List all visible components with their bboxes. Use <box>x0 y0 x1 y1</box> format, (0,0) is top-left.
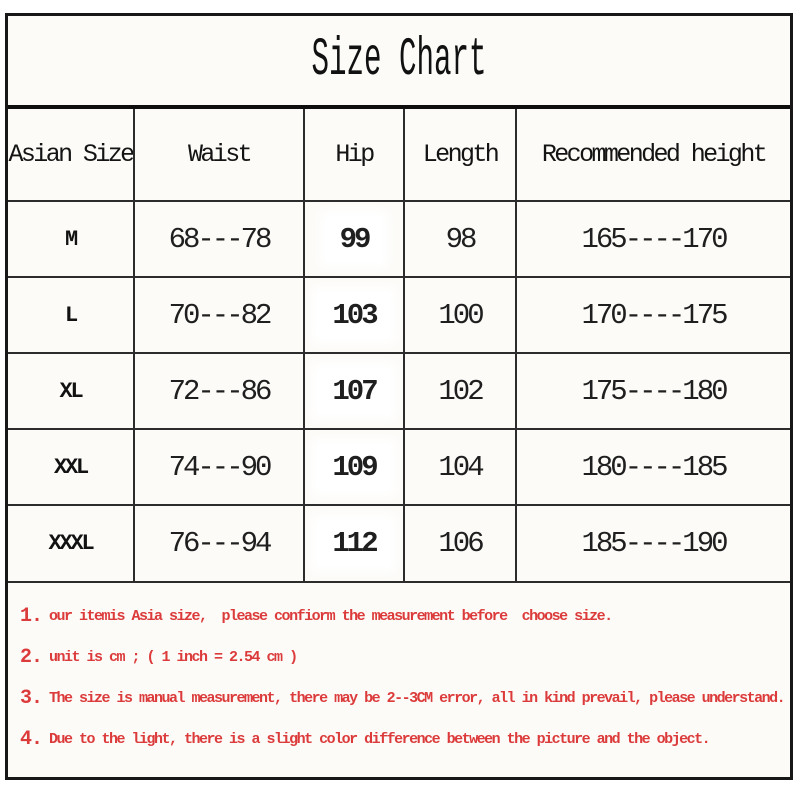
cell-length: 100 <box>403 276 517 354</box>
note-number: 4. <box>20 728 43 751</box>
cell-hip: 112 <box>303 504 405 582</box>
title-row: Size Chart <box>8 16 790 109</box>
cell-height: 185----190 <box>515 504 791 582</box>
table-row: L 70---82 103 100 170----175 <box>7 276 791 354</box>
note-number: 2. <box>20 646 43 669</box>
note-text: The size is manual measurement, there ma… <box>49 690 786 707</box>
hip-value: 107 <box>318 368 390 414</box>
hip-value: 99 <box>325 216 383 262</box>
note-line-4: 4. Due to the light, there is a slight co… <box>20 719 782 760</box>
note-line-2: 2. unit is cm ; ( 1 inch = 2.54 cm ) <box>20 637 782 678</box>
cell-length: 104 <box>403 428 517 506</box>
hip-value: 109 <box>318 444 390 490</box>
cell-hip: 103 <box>303 276 405 354</box>
cell-height: 165----170 <box>515 200 791 278</box>
cell-waist: 76---94 <box>133 504 305 582</box>
cell-waist: 70---82 <box>133 276 305 354</box>
cell-size: L <box>7 276 135 354</box>
cell-height: 170----175 <box>515 276 791 354</box>
cell-hip: 99 <box>303 200 405 278</box>
size-chart-panel: Size Chart Asian Size Waist Hip Length R… <box>5 13 793 780</box>
cell-size: M <box>7 200 135 278</box>
column-header-hip: Hip <box>303 108 405 202</box>
table-row: M 68---78 99 98 165----170 <box>7 200 791 278</box>
note-text: Due to the light, there is a slight colo… <box>49 731 711 748</box>
page-title: Size Chart <box>311 30 487 91</box>
column-header-length: Length <box>403 108 517 202</box>
note-line-1: 1. our itemis Asia size, please confiorm … <box>20 596 782 637</box>
cell-waist: 72---86 <box>133 352 305 430</box>
cell-waist: 74---90 <box>133 428 305 506</box>
table-header-row: Asian Size Waist Hip Length Recommended … <box>7 108 791 202</box>
note-text: unit is cm ; ( 1 inch = 2.54 cm ) <box>49 649 298 666</box>
table-row: XXXL 76---94 112 106 185----190 <box>7 504 791 582</box>
column-header-waist: Waist <box>133 108 305 202</box>
cell-hip: 109 <box>303 428 405 506</box>
cell-length: 102 <box>403 352 517 430</box>
note-number: 3. <box>20 687 43 710</box>
table-row: XXL 74---90 109 104 180----185 <box>7 428 791 506</box>
cell-height: 175----180 <box>515 352 791 430</box>
cell-size: XXL <box>7 428 135 506</box>
table-row: XL 72---86 107 102 175----180 <box>7 352 791 430</box>
note-number: 1. <box>20 605 43 628</box>
column-header-asian-size: Asian Size <box>7 108 135 202</box>
cell-hip: 107 <box>303 352 405 430</box>
cell-height: 180----185 <box>515 428 791 506</box>
size-table: Asian Size Waist Hip Length Recommended … <box>7 108 791 582</box>
notes-section: 1. our itemis Asia size, please confiorm … <box>8 581 790 760</box>
hip-value: 103 <box>318 292 390 338</box>
cell-length: 98 <box>403 200 517 278</box>
note-line-3: 3. The size is manual measurement, there … <box>20 678 786 719</box>
cell-size: XXXL <box>7 504 135 582</box>
cell-waist: 68---78 <box>133 200 305 278</box>
cell-size: XL <box>7 352 135 430</box>
column-header-recommended-height: Recommended height <box>515 108 791 202</box>
hip-value: 112 <box>318 521 390 566</box>
note-text: our itemis Asia size, please confiorm th… <box>49 608 613 625</box>
cell-length: 106 <box>403 504 517 582</box>
